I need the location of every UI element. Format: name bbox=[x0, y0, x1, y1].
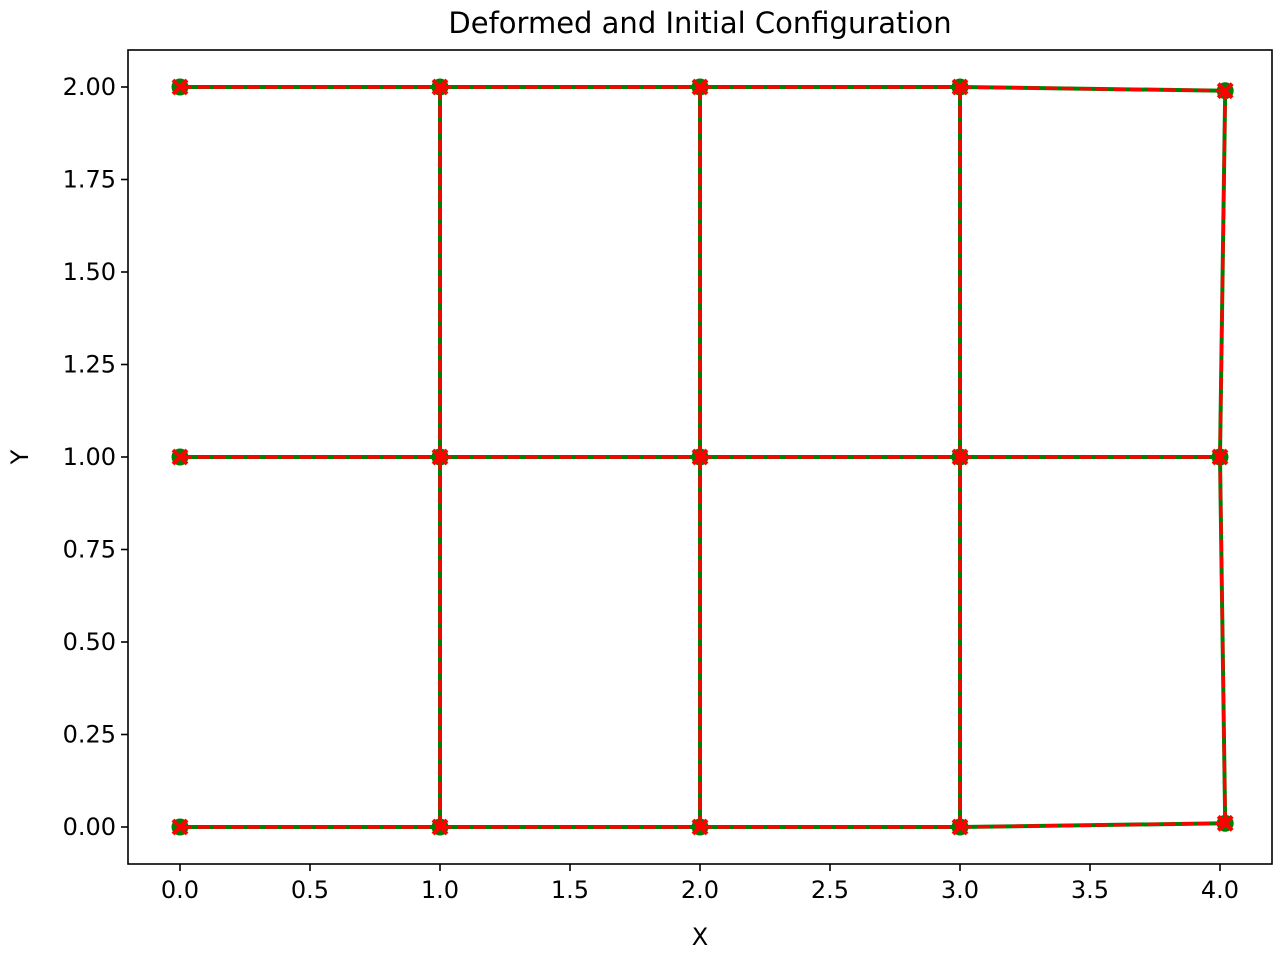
y-tick-label: 1.75 bbox=[63, 166, 116, 194]
plot-area bbox=[171, 78, 1234, 836]
x-tick-label: 3.0 bbox=[941, 876, 979, 904]
series-1-point bbox=[171, 448, 189, 466]
x-marker-stroke bbox=[1216, 82, 1234, 100]
series-1-point bbox=[431, 448, 449, 466]
y-tick-label: 0.50 bbox=[63, 628, 116, 656]
x-tick-label: 0.0 bbox=[161, 876, 199, 904]
x-marker-stroke bbox=[951, 448, 969, 466]
series-1-segment bbox=[1218, 90, 1227, 458]
x-tick-label: 3.5 bbox=[1071, 876, 1109, 904]
series-1-point bbox=[691, 818, 709, 836]
series-1-point bbox=[691, 78, 709, 96]
y-tick-label: 0.75 bbox=[63, 536, 116, 564]
series-1-point bbox=[1216, 82, 1234, 100]
x-tick-label: 4.0 bbox=[1201, 876, 1239, 904]
x-marker-stroke bbox=[691, 818, 709, 836]
y-tick-label: 2.00 bbox=[63, 73, 116, 101]
series-1-point bbox=[431, 78, 449, 96]
y-tick-label: 1.50 bbox=[63, 258, 116, 286]
x-marker-stroke bbox=[171, 78, 189, 96]
series-1-point bbox=[1211, 448, 1229, 466]
x-marker-stroke bbox=[691, 78, 709, 96]
series-1-point bbox=[951, 448, 969, 466]
y-tick-label: 0.00 bbox=[63, 813, 116, 841]
x-marker-stroke bbox=[691, 448, 709, 466]
y-tick-label: 1.00 bbox=[63, 443, 116, 471]
x-tick-label: 1.5 bbox=[551, 876, 589, 904]
series-1-point bbox=[691, 448, 709, 466]
x-marker-stroke bbox=[951, 78, 969, 96]
series-1-point bbox=[171, 818, 189, 836]
y-tick-label: 1.25 bbox=[63, 351, 116, 379]
x-tick-label: 2.5 bbox=[811, 876, 849, 904]
x-marker-stroke bbox=[171, 818, 189, 836]
series-1-point bbox=[431, 818, 449, 836]
y-axis-label: Y bbox=[6, 449, 34, 465]
x-marker-stroke bbox=[951, 818, 969, 836]
x-axis-label: X bbox=[692, 923, 708, 951]
y-tick-label: 0.25 bbox=[63, 721, 116, 749]
y-axis-ticks: 0.00 0.25 0.50 0.75 1.00 1.25 1.50 1.75 2.00 bbox=[63, 73, 128, 841]
series-1-point bbox=[951, 78, 969, 96]
x-marker-stroke bbox=[431, 78, 449, 96]
chart-title: Deformed and Initial Configuration bbox=[448, 6, 951, 40]
x-tick-label: 1.0 bbox=[421, 876, 459, 904]
x-tick-label: 0.5 bbox=[291, 876, 329, 904]
x-marker-stroke bbox=[1211, 448, 1229, 466]
series-1-point bbox=[951, 818, 969, 836]
series-1-segment bbox=[959, 821, 1226, 829]
series-1 bbox=[171, 78, 1234, 836]
series-1-segment bbox=[959, 85, 1226, 93]
series-1-segment bbox=[1218, 456, 1227, 824]
x-marker-stroke bbox=[431, 818, 449, 836]
series-1-point bbox=[171, 78, 189, 96]
series-1-point bbox=[1216, 814, 1234, 832]
x-tick-label: 2.0 bbox=[681, 876, 719, 904]
x-marker-stroke bbox=[171, 448, 189, 466]
x-axis-ticks: 0.0 0.5 1.0 1.5 2.0 2.5 3.0 3.5 4.0 bbox=[161, 864, 1239, 904]
x-marker-stroke bbox=[1216, 814, 1234, 832]
x-marker-stroke bbox=[431, 448, 449, 466]
